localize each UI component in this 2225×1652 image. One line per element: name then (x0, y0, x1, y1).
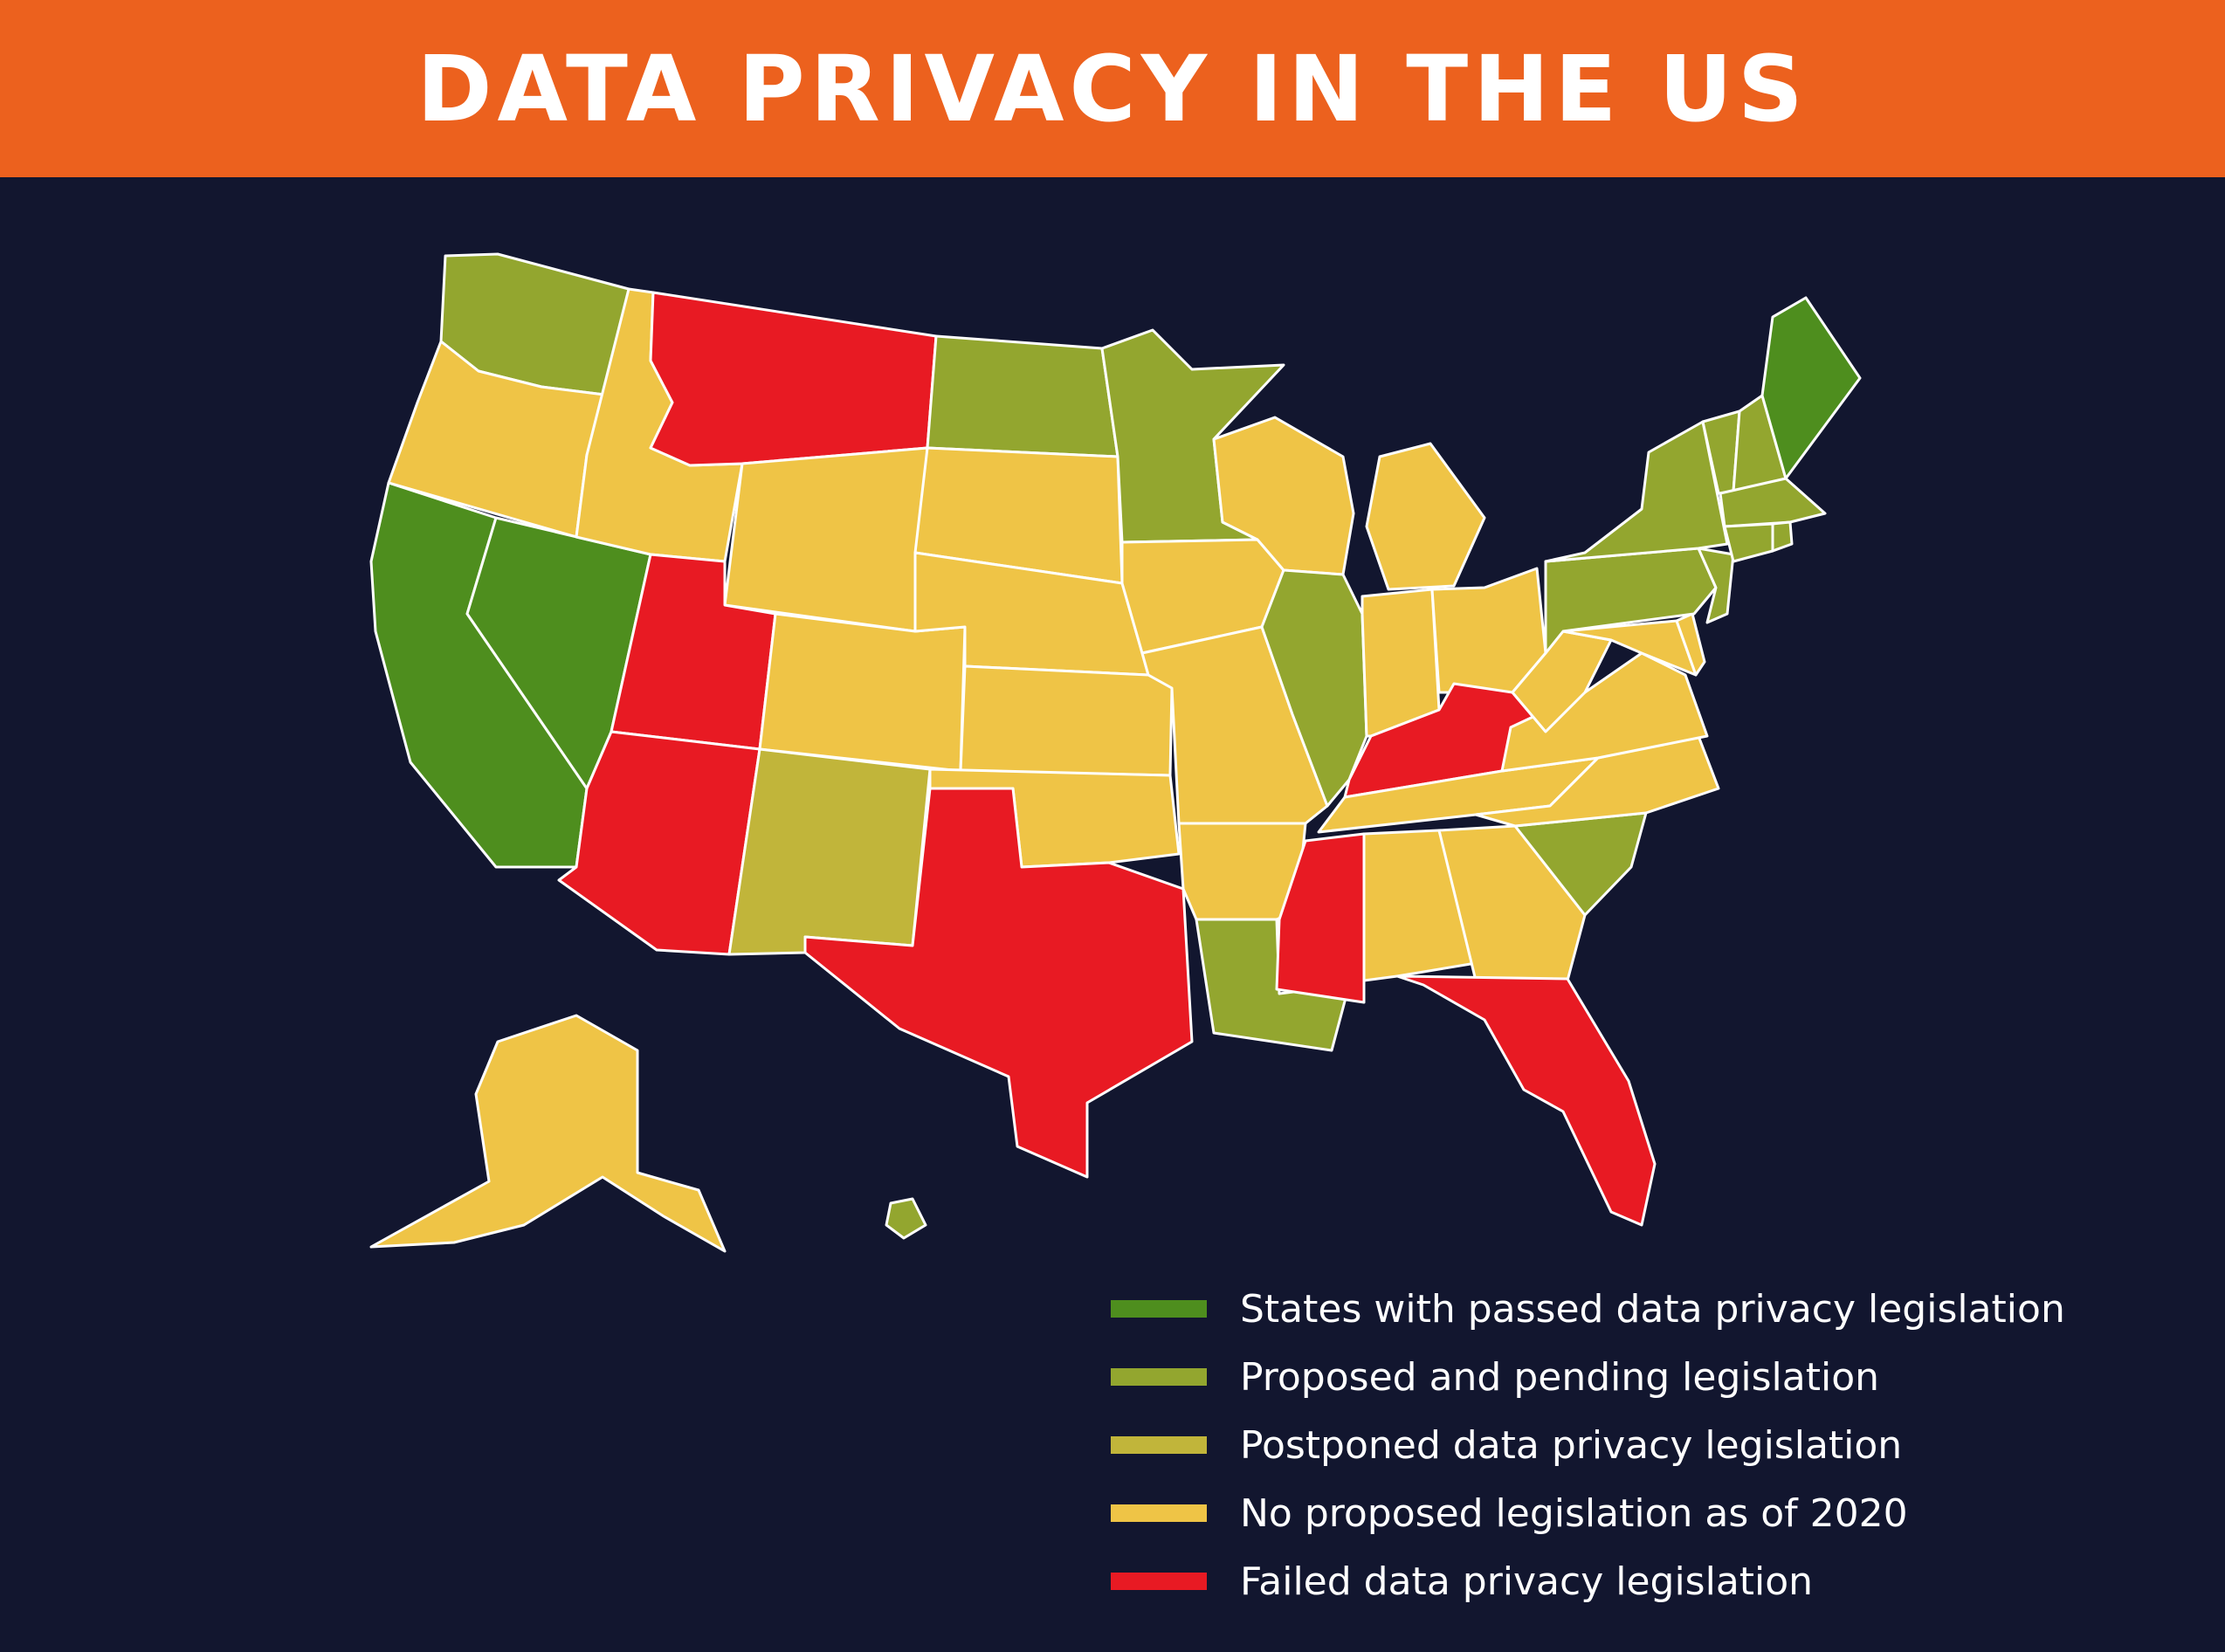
state-mississippi (1275, 832, 1366, 1004)
state-virginia (1500, 651, 1709, 773)
state-texas (803, 787, 1194, 1179)
state-maine (1760, 296, 1862, 480)
state-maryland (1561, 619, 1698, 677)
legend-item-passed: States with passed data privacy legislat… (1111, 1275, 2194, 1343)
legend-item-none: No proposed legislation as of 2020 (1111, 1479, 2194, 1547)
legend-swatch (1111, 1300, 1207, 1318)
state-new-jersey (1697, 547, 1735, 624)
state-massachusetts (1719, 477, 1827, 528)
page-title: DATA PRIVACY IN THE US (417, 35, 1808, 142)
state-montana (649, 291, 938, 467)
us-map (0, 177, 2225, 1312)
legend-item-proposed: Proposed and pending legislation (1111, 1343, 2194, 1411)
state-rhode-island (1771, 520, 1794, 553)
state-wyoming (723, 446, 929, 633)
legend: States with passed data privacy legislat… (1111, 1275, 2194, 1615)
legend-item-failed: Failed data privacy legislation (1111, 1547, 2194, 1615)
state-florida (1395, 974, 1657, 1227)
legend-label: Postponed data privacy legislation (1240, 1422, 1903, 1468)
state-connecticut (1723, 522, 1774, 563)
legend-label: Proposed and pending legislation (1240, 1354, 1880, 1400)
state-new-york (1544, 420, 1729, 563)
legend-label: States with passed data privacy legislat… (1240, 1286, 2065, 1332)
state-georgia (1437, 824, 1587, 982)
legend-swatch (1111, 1504, 1207, 1522)
state-north-dakota (926, 334, 1119, 458)
legend-label: Failed data privacy legislation (1240, 1559, 1814, 1604)
legend-swatch (1111, 1368, 1207, 1386)
legend-label: No proposed legislation as of 2020 (1240, 1490, 1908, 1536)
legend-swatch (1111, 1436, 1207, 1454)
state-michigan (1365, 442, 1486, 591)
state-new-mexico (727, 747, 932, 956)
state-hawaii (885, 1197, 927, 1240)
legend-swatch (1111, 1573, 1207, 1590)
state-kansas (959, 664, 1174, 777)
state-alaska (369, 1014, 727, 1253)
title-banner: DATA PRIVACY IN THE US (0, 0, 2225, 177)
state-colorado (758, 612, 967, 773)
us-map-svg (369, 252, 1862, 1253)
state-delaware (1675, 612, 1706, 677)
legend-item-postponed: Postponed data privacy legislation (1111, 1411, 2194, 1479)
